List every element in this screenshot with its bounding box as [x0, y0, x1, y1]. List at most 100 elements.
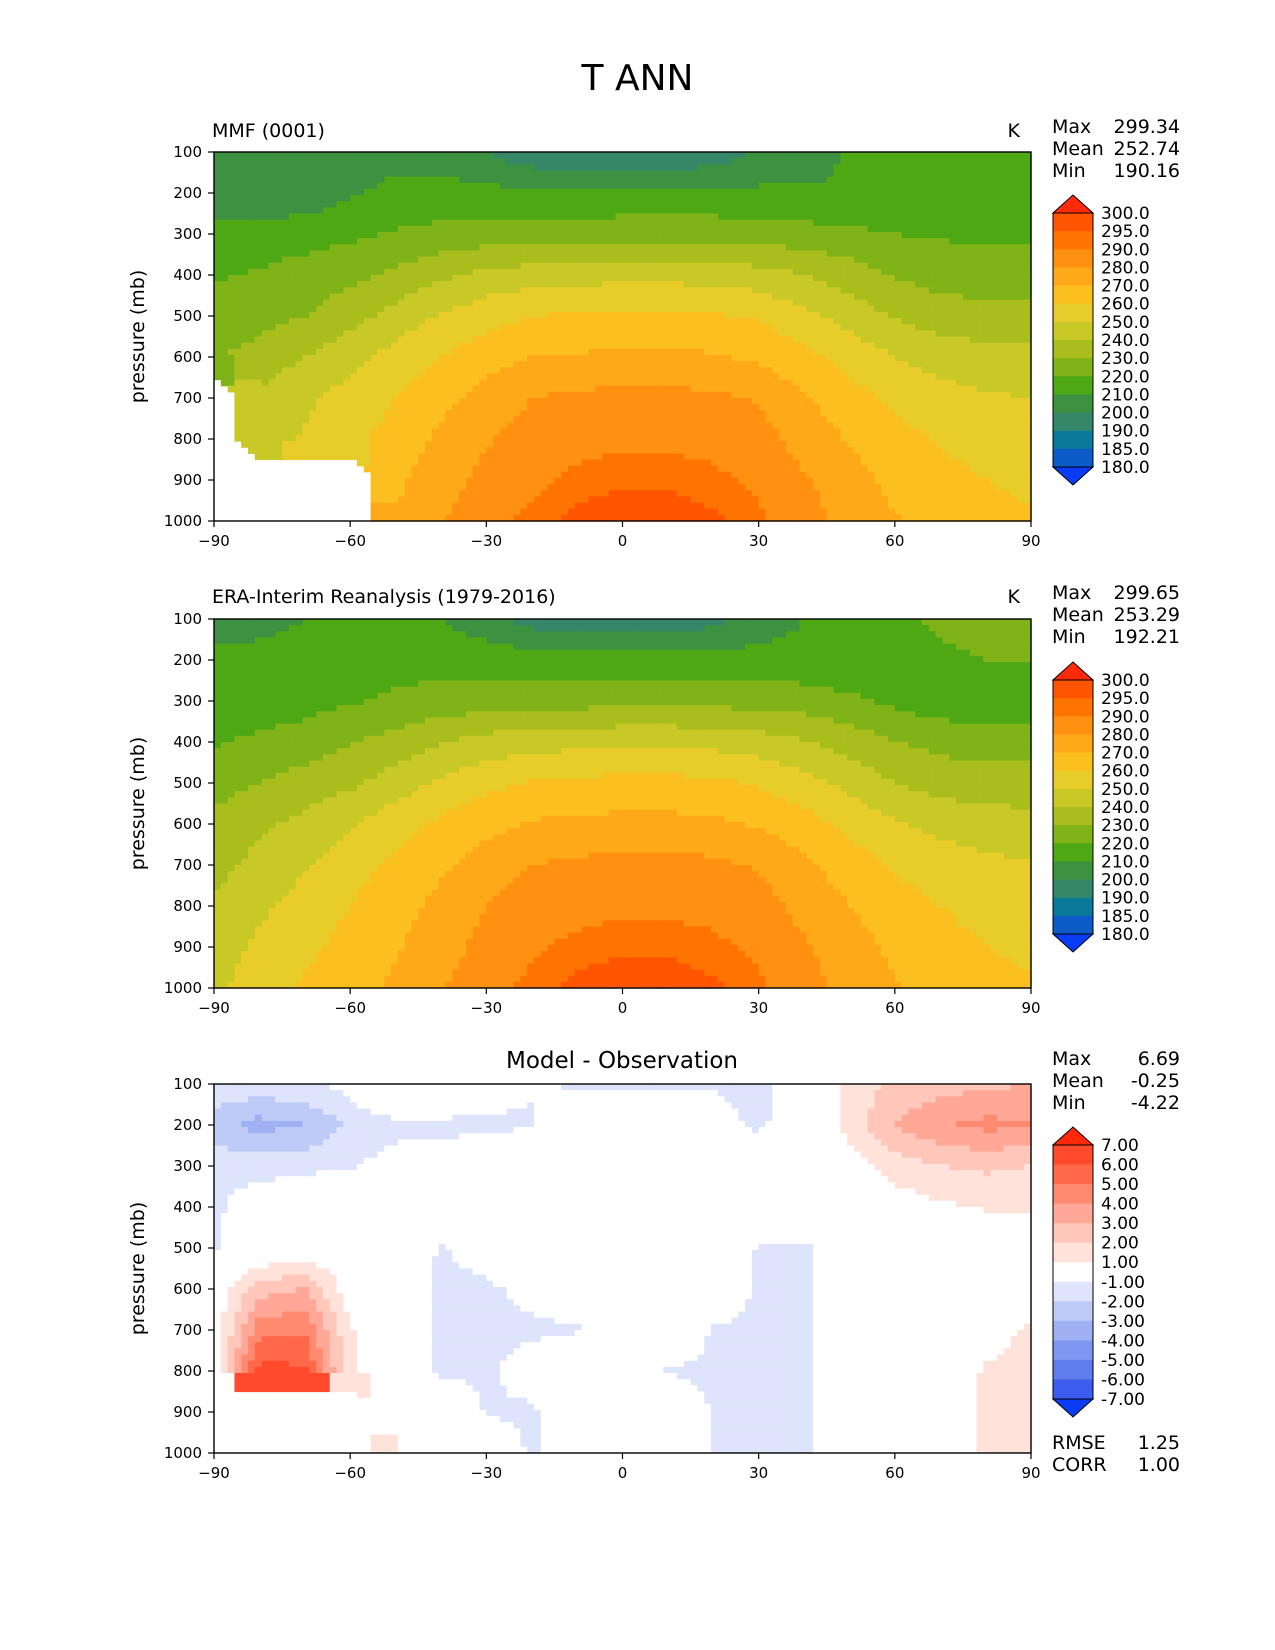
contour-cell [288, 299, 297, 307]
contour-cell [479, 354, 487, 362]
contour-cell [268, 244, 276, 251]
contour-cell [806, 213, 814, 221]
contour-cell [724, 250, 733, 258]
contour-cell [234, 219, 242, 227]
contour-cell [391, 336, 399, 344]
contour-cell [329, 379, 338, 387]
contour-cell [499, 287, 508, 295]
contour-cell [513, 195, 521, 202]
contour-cell [608, 361, 617, 368]
contour-cell [513, 373, 521, 381]
contour-cell [418, 336, 426, 344]
contour-cell [751, 391, 760, 399]
contour-cell [724, 195, 733, 202]
contour-cell [711, 244, 719, 251]
contour-cell [908, 170, 916, 178]
contour-cell [459, 305, 467, 313]
contour-cell [792, 348, 801, 356]
contour-cell [343, 250, 351, 258]
contour-cell [785, 244, 794, 251]
contour-cell [683, 373, 692, 381]
contour-cell [813, 275, 821, 282]
contour-cell [506, 330, 515, 338]
contour-cell [295, 268, 304, 276]
contour-cell [874, 398, 882, 405]
contour-cell [826, 287, 835, 295]
contour-cell [1010, 367, 1018, 374]
contour-cell [336, 219, 344, 227]
contour-cell [336, 207, 344, 215]
contour-cell [288, 354, 297, 362]
contour-cell [649, 170, 658, 178]
contour-cell [602, 195, 610, 202]
contour-cell [1024, 195, 1032, 202]
contour-cell [622, 158, 630, 165]
contour-cell [486, 398, 494, 405]
contour-cell [574, 164, 583, 172]
contour-cell [758, 182, 767, 190]
contour-cell [486, 373, 494, 381]
contour-cell [418, 207, 426, 215]
contour-cell [656, 170, 664, 178]
contour-cell [370, 225, 378, 233]
contour-cell [425, 244, 433, 251]
contour-cell [527, 231, 535, 239]
contour-cell [248, 164, 256, 172]
contour-cell [860, 225, 869, 233]
contour-cell [404, 182, 413, 190]
contour-cell [425, 262, 433, 270]
contour-cell [254, 188, 263, 196]
contour-cell [608, 354, 617, 362]
contour-cell [996, 201, 1005, 208]
contour-cell [316, 385, 324, 393]
contour-cell [234, 318, 242, 325]
contour-cell [690, 188, 698, 196]
contour-cell [533, 213, 542, 221]
contour-cell [513, 305, 521, 313]
contour-cell [288, 287, 297, 295]
contour-cell [676, 158, 685, 165]
contour-cell [520, 152, 528, 159]
contour-cell [983, 293, 991, 301]
contour-cell [996, 164, 1005, 172]
contour-cell [649, 207, 658, 215]
contour-cell [493, 361, 501, 368]
contour-cell [363, 201, 372, 208]
contour-cell [384, 305, 392, 313]
contour-cell [813, 256, 821, 264]
contour-cell [241, 385, 249, 393]
contour-cell [248, 391, 256, 399]
contour-cell [452, 225, 460, 233]
contour-cell [704, 238, 712, 245]
contour-cell [969, 275, 978, 282]
contour-cell [241, 195, 249, 202]
contour-cell [370, 385, 378, 393]
contour-cell [731, 219, 739, 227]
contour-cell [282, 379, 290, 387]
contour-cell [425, 299, 433, 307]
contour-cell [363, 379, 372, 387]
contour-cell [622, 256, 630, 264]
contour-cell [363, 195, 372, 202]
contour-cell [581, 299, 590, 307]
contour-cell [806, 348, 814, 356]
contour-cell [969, 348, 978, 356]
contour-cell [799, 348, 807, 356]
contour-cell [860, 164, 869, 172]
contour-cell [486, 256, 494, 264]
contour-cell [670, 152, 678, 159]
contour-cell [248, 373, 256, 381]
contour-cell [969, 207, 978, 215]
contour-cell [779, 225, 787, 233]
contour-cell [731, 385, 739, 393]
contour-cell [806, 311, 814, 319]
contour-cell [745, 170, 753, 178]
contour-cell [363, 262, 372, 270]
contour-cell [629, 342, 637, 350]
contour-cell [642, 379, 651, 387]
contour-cell [452, 170, 460, 178]
contour-cell [275, 164, 283, 172]
contour-cell [574, 287, 583, 295]
contour-cell [397, 293, 406, 301]
contour-cell [976, 170, 984, 178]
